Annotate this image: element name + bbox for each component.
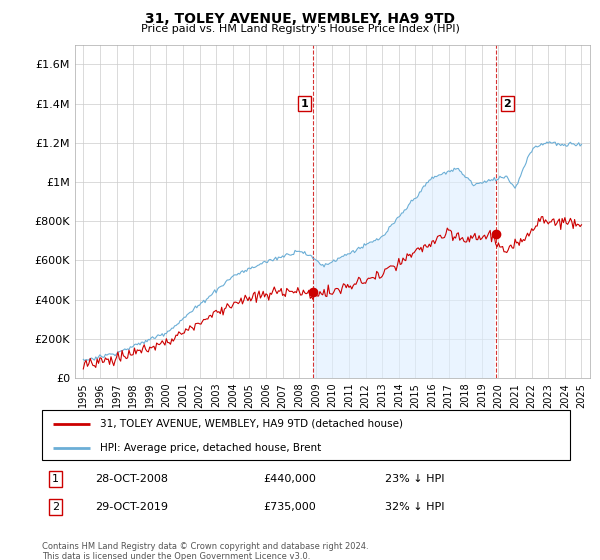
Text: £735,000: £735,000 [264,502,317,512]
Text: 1: 1 [52,474,59,484]
Text: 29-OCT-2019: 29-OCT-2019 [95,502,168,512]
Text: 2: 2 [503,99,511,109]
Text: 31, TOLEY AVENUE, WEMBLEY, HA9 9TD (detached house): 31, TOLEY AVENUE, WEMBLEY, HA9 9TD (deta… [100,418,403,428]
Text: 1: 1 [301,99,308,109]
Text: 32% ↓ HPI: 32% ↓ HPI [385,502,445,512]
Text: 2: 2 [52,502,59,512]
Text: £440,000: £440,000 [264,474,317,484]
Text: 31, TOLEY AVENUE, WEMBLEY, HA9 9TD: 31, TOLEY AVENUE, WEMBLEY, HA9 9TD [145,12,455,26]
Text: HPI: Average price, detached house, Brent: HPI: Average price, detached house, Bren… [100,443,322,452]
Text: 28-OCT-2008: 28-OCT-2008 [95,474,168,484]
Text: 23% ↓ HPI: 23% ↓ HPI [385,474,445,484]
FancyBboxPatch shape [42,410,570,460]
Text: Price paid vs. HM Land Registry's House Price Index (HPI): Price paid vs. HM Land Registry's House … [140,24,460,34]
Text: Contains HM Land Registry data © Crown copyright and database right 2024.
This d: Contains HM Land Registry data © Crown c… [42,542,368,560]
